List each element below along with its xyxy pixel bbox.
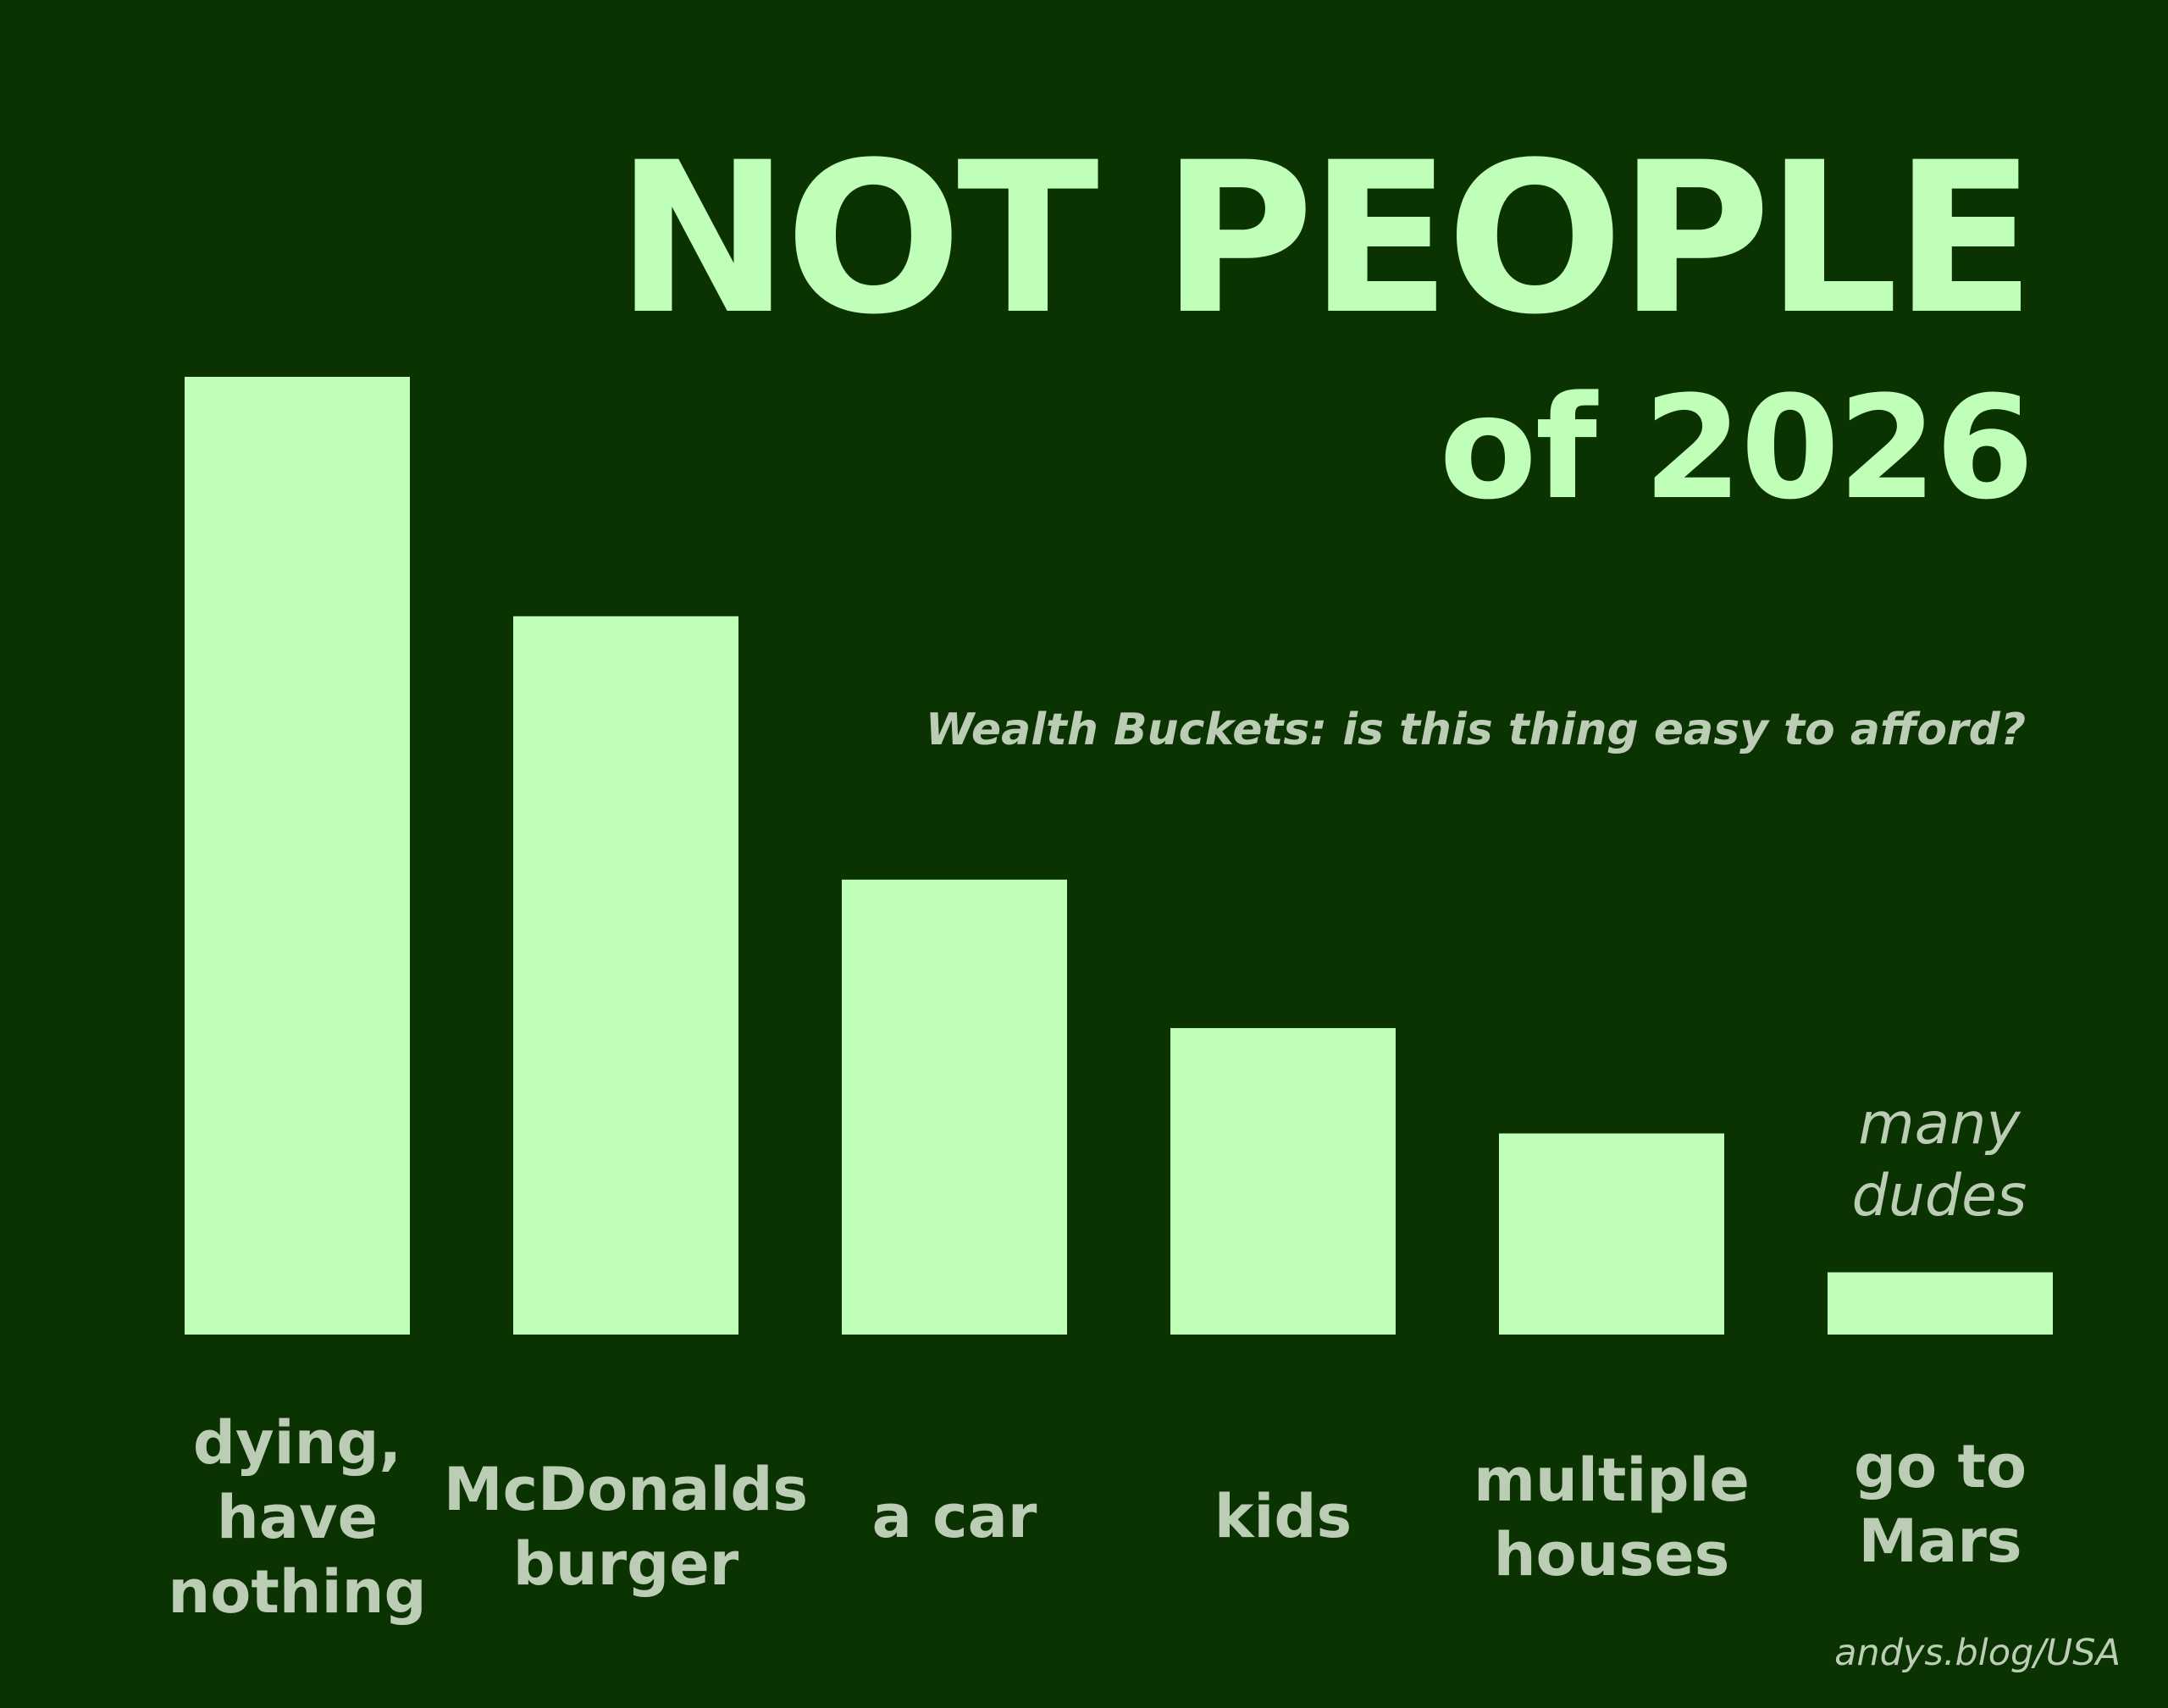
bar-5 — [1499, 1133, 1724, 1335]
bar-4 — [1170, 1028, 1396, 1335]
chart-subtitle: Wealth Buckets: is this thing easy to af… — [925, 705, 2026, 755]
category-label-2: McDonalds burger — [443, 1455, 809, 1599]
category-label-3: a car — [871, 1482, 1037, 1551]
category-label-4: kids — [1214, 1482, 1352, 1551]
bar-2 — [513, 616, 738, 1335]
chart-title: NOT PEOPLE — [615, 119, 2036, 361]
credit-link: andys.blog/USA — [1834, 1632, 2121, 1674]
chart-title-year: of 2026 — [1439, 365, 2034, 531]
bar-3 — [842, 879, 1067, 1335]
category-label-5: multiple houses — [1474, 1445, 1750, 1589]
bar-1 — [185, 377, 410, 1335]
category-label-1: dying, have nothing — [168, 1408, 427, 1627]
annotation-many-dudes: many dudes — [1851, 1091, 2027, 1230]
category-label-6: go to Mars — [1853, 1432, 2027, 1576]
bar-6 — [1828, 1272, 2053, 1335]
